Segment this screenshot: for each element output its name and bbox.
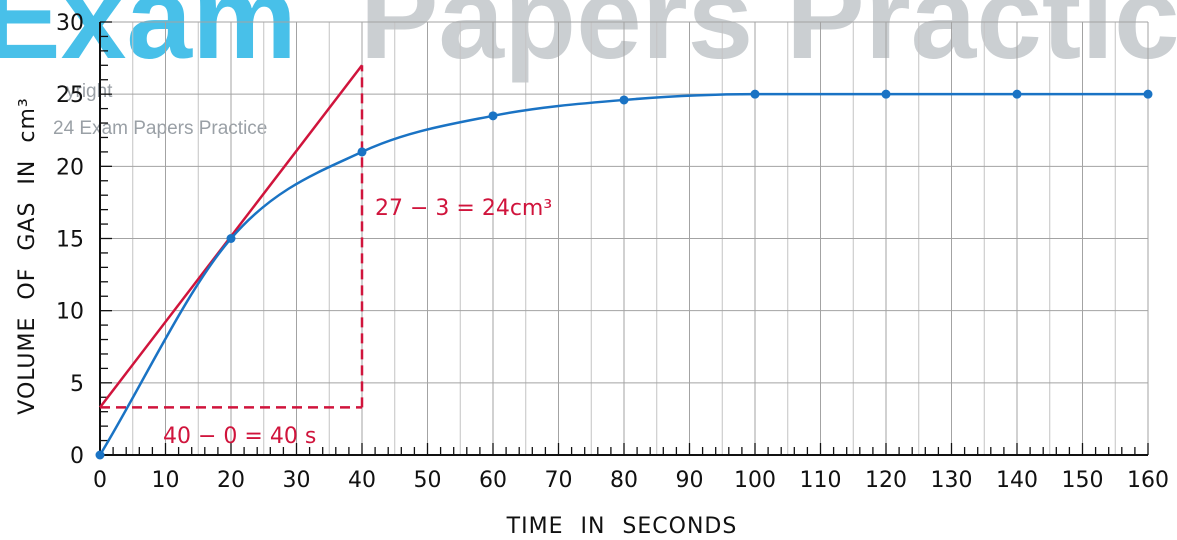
series-line (98, 92, 1148, 456)
data-point (488, 111, 498, 121)
data-series (95, 89, 1153, 460)
y-axis-title: VOLUME OF GAS IN cm³ (15, 97, 40, 414)
x-tick-label: 140 (996, 468, 1038, 493)
y-tick-label: 20 (56, 155, 84, 180)
grid (99, 21, 1149, 456)
tick-labels: 0 10 20 30 40 50 60 70 80 90 100 110 120 130 140 150 160… (56, 11, 1169, 493)
run-annotation: 40 − 0 = 40 s (163, 424, 316, 449)
x-tick-label: 20 (217, 468, 245, 493)
x-tick-label: 0 (93, 468, 107, 493)
y-tick-label: 30 (56, 11, 84, 36)
x-tick-label: 160 (1127, 468, 1169, 493)
x-tick-label: 50 (414, 468, 442, 493)
x-tick-label: 90 (676, 468, 704, 493)
watermark-logo-papers: Papers Practice (360, 0, 1177, 84)
data-point (226, 234, 236, 243)
x-axis-title: TIME IN SECONDS (506, 514, 738, 539)
x-tick-label: 30 (283, 468, 311, 493)
data-point (357, 147, 367, 157)
x-tick-label: 120 (865, 468, 907, 493)
x-tick-label: 150 (1062, 468, 1104, 493)
x-tick-label: 60 (479, 468, 507, 493)
x-tick-label: 40 (348, 468, 376, 493)
watermark: Exam Papers Practice yright 24 Exam Pape… (0, 0, 1177, 139)
watermark-copyright: yright (66, 81, 113, 102)
x-tick-label: 130 (931, 468, 973, 493)
y-tick-label: 15 (56, 228, 84, 253)
data-point (619, 95, 629, 105)
rise-annotation: 27 − 3 = 24cm³ (375, 196, 552, 221)
x-tick-label: 110 (800, 468, 842, 493)
data-point (881, 89, 891, 99)
y-tick-label: 25 (56, 83, 84, 108)
watermark-logo: Exam Papers Practice (0, 0, 1177, 84)
y-tick-label: 5 (70, 372, 84, 397)
data-point (1143, 89, 1153, 99)
watermark-company: 24 Exam Papers Practice (53, 118, 267, 139)
x-tick-label: 10 (152, 468, 180, 493)
watermark-logo-exam: Exam (0, 0, 297, 84)
data-point (750, 89, 760, 99)
data-point (1012, 89, 1022, 99)
y-tick-label: 10 (56, 300, 84, 325)
data-point (95, 450, 105, 460)
x-tick-label: 70 (545, 468, 573, 493)
x-tick-label: 100 (734, 468, 776, 493)
y-tick-label: 0 (70, 444, 84, 469)
x-tick-label: 80 (610, 468, 638, 493)
axes (99, 21, 1149, 456)
